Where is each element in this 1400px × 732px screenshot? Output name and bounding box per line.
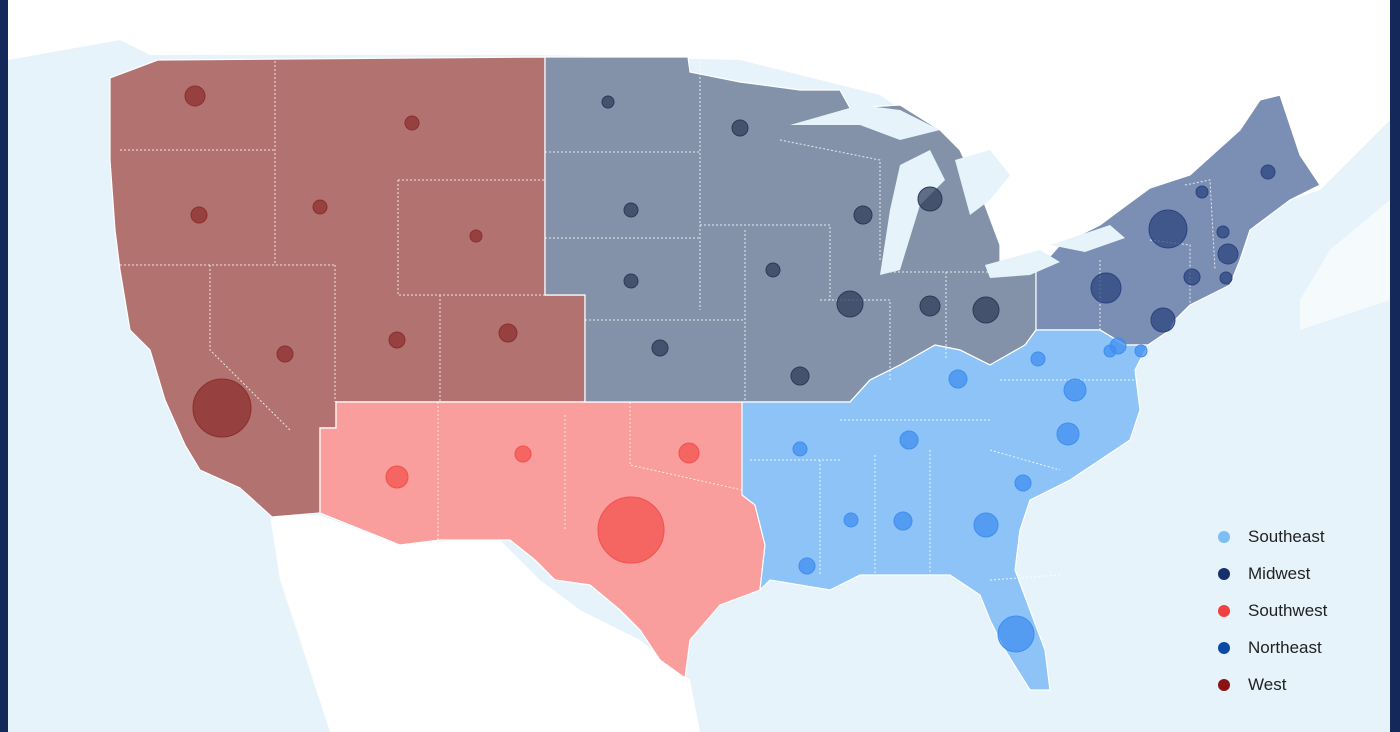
bubble-midwest[interactable] [765,262,781,278]
bubble-southwest[interactable] [597,496,665,564]
bubble-northeast[interactable] [1219,271,1233,285]
bubble-west[interactable] [404,115,420,131]
bubble-west[interactable] [312,199,328,215]
region-map[interactable] [8,0,1390,732]
bubbles-layer [184,85,1276,653]
bubble-west[interactable] [388,331,406,349]
legend-label: Southeast [1248,526,1325,546]
bubble-southeast[interactable] [1030,351,1046,367]
bubble-midwest[interactable] [601,95,615,109]
bubble-southeast[interactable] [893,511,913,531]
legend-item-southeast[interactable]: Southeast [1218,518,1378,555]
bubble-southeast[interactable] [843,512,859,528]
bubble-southeast[interactable] [1014,474,1032,492]
bubble-midwest[interactable] [623,202,639,218]
bubble-southwest[interactable] [514,445,532,463]
bubble-southwest[interactable] [385,465,409,489]
bubble-southeast[interactable] [1056,422,1080,446]
bubble-midwest[interactable] [836,290,864,318]
legend-label: Southwest [1248,600,1328,620]
bubble-southeast[interactable] [899,430,919,450]
bubble-midwest[interactable] [972,296,1000,324]
bubble-northeast[interactable] [1195,185,1209,199]
bubble-west[interactable] [469,229,483,243]
legend: Southeast Midwest Southwest Northeast West [1218,518,1378,703]
bubble-southeast[interactable] [948,369,968,389]
bubble-northeast[interactable] [1148,209,1188,249]
legend-dot-icon [1218,678,1230,691]
bubble-midwest[interactable] [790,366,810,386]
bubble-midwest[interactable] [919,295,941,317]
window-border-right [1390,0,1400,732]
bubble-northeast[interactable] [1216,225,1230,239]
bubble-midwest[interactable] [917,186,943,212]
legend-dot-icon [1218,530,1230,543]
bubble-northeast[interactable] [1183,268,1201,286]
legend-item-midwest[interactable]: Midwest [1218,555,1378,592]
bubble-west[interactable] [276,345,294,363]
bubble-west[interactable] [192,378,252,438]
great-lakes [790,105,1125,278]
bubble-midwest[interactable] [651,339,669,357]
bubble-southeast[interactable] [1109,337,1127,355]
legend-item-southwest[interactable]: Southwest [1218,592,1378,629]
bubble-southeast[interactable] [997,615,1035,653]
bubble-northeast[interactable] [1260,164,1276,180]
bubble-southeast[interactable] [1134,344,1148,358]
bubble-west[interactable] [498,323,518,343]
bubble-midwest[interactable] [853,205,873,225]
bubble-northeast[interactable] [1090,272,1122,304]
bubble-southeast[interactable] [1063,378,1087,402]
background-land [8,0,1390,732]
bubble-midwest[interactable] [623,273,639,289]
legend-dot-icon [1218,604,1230,617]
legend-item-northeast[interactable]: Northeast [1218,629,1378,666]
bubble-northeast[interactable] [1217,243,1239,265]
bubble-southeast[interactable] [798,557,816,575]
legend-dot-icon [1218,641,1230,654]
legend-label: Midwest [1248,563,1311,583]
bubble-southeast[interactable] [973,512,999,538]
bubble-midwest[interactable] [731,119,749,137]
legend-item-west[interactable]: West [1218,666,1378,703]
bubble-west[interactable] [184,85,206,107]
bubble-southwest[interactable] [678,442,700,464]
bubble-southeast[interactable] [792,441,808,457]
bubble-west[interactable] [190,206,208,224]
map-frame: Southeast Midwest Southwest Northeast West [8,0,1390,732]
legend-label: Northeast [1248,637,1322,657]
window-border-left [0,0,8,732]
legend-label: West [1248,674,1287,694]
legend-dot-icon [1218,567,1230,580]
region-southeast[interactable] [741,329,1149,691]
bubble-northeast[interactable] [1150,307,1176,333]
